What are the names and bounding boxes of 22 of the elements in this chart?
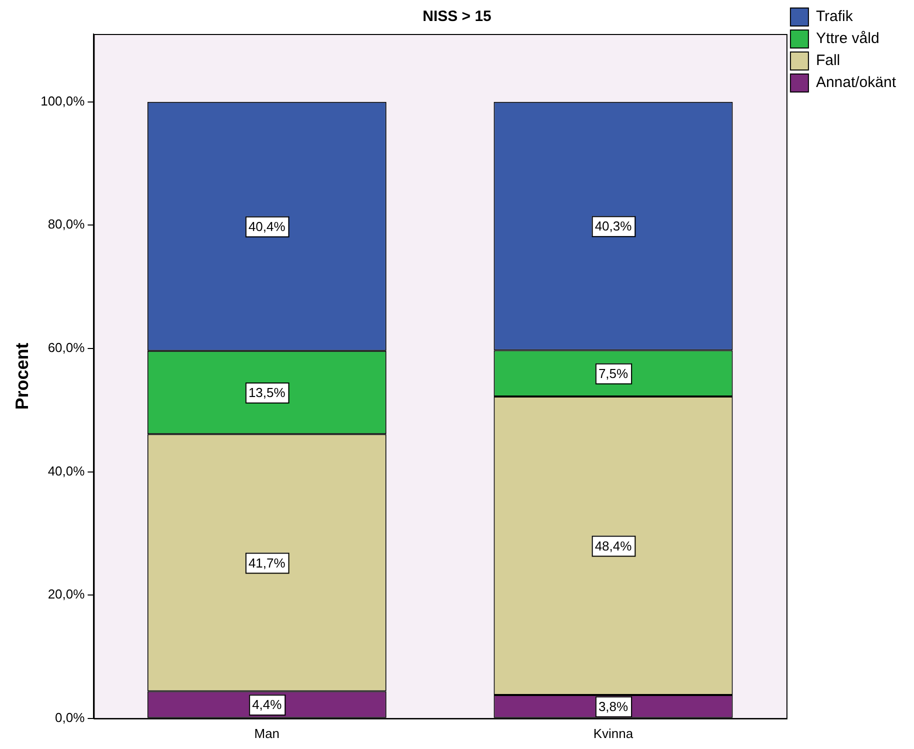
data-label: 7,5% xyxy=(598,366,629,382)
data-label: 48,4% xyxy=(594,538,632,554)
y-axis-title: Procent xyxy=(12,342,32,410)
y-tick-label: 100,0% xyxy=(40,93,86,108)
data-label: 3,8% xyxy=(598,699,629,714)
y-tick-label: 40,0% xyxy=(48,463,86,478)
y-tick-label: 0,0% xyxy=(55,710,86,725)
data-label: 40,4% xyxy=(248,218,286,234)
data-label: 41,7% xyxy=(248,555,286,570)
legend-label: Yttre våld xyxy=(816,30,880,48)
chart-title: NISS > 15 xyxy=(422,8,492,26)
legend-label: Fall xyxy=(816,52,840,70)
data-label: 40,3% xyxy=(594,218,632,234)
x-tick-label: Kvinna xyxy=(593,726,634,741)
legend-label: Trafik xyxy=(816,8,854,26)
y-tick-label: 60,0% xyxy=(48,340,86,356)
y-tick-label: 20,0% xyxy=(48,586,86,602)
x-tick-label: Man xyxy=(254,726,280,741)
legend-label: Annat/okänt xyxy=(816,74,897,92)
y-tick-label: 80,0% xyxy=(48,216,86,232)
data-label: 4,4% xyxy=(252,697,282,712)
data-label: 13,5% xyxy=(248,385,286,400)
